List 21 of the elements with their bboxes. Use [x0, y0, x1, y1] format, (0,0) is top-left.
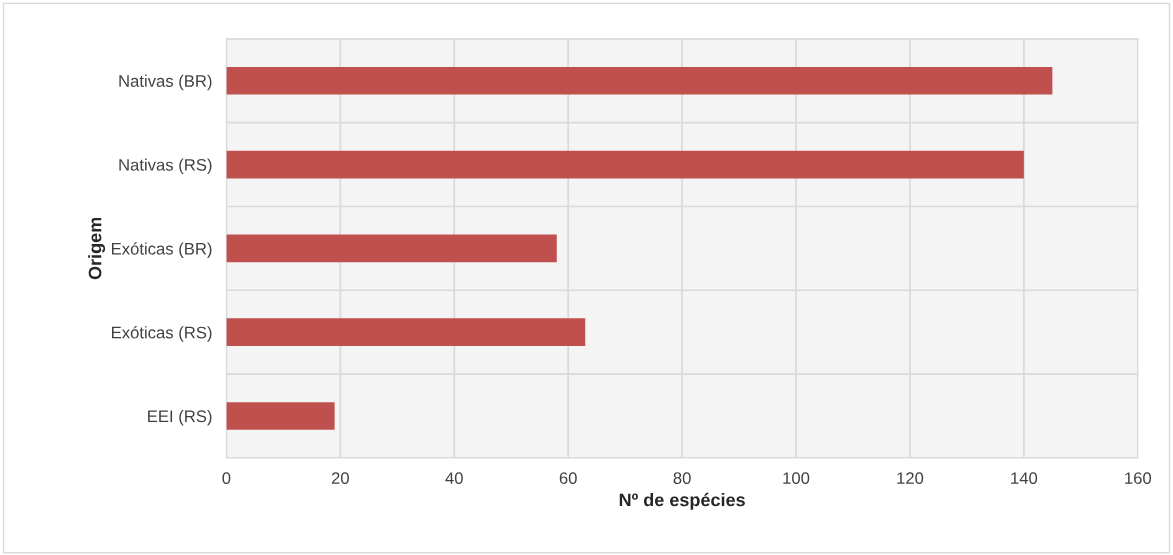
bar — [226, 234, 557, 263]
bar — [226, 150, 1024, 179]
bar — [226, 66, 1053, 95]
x-tick-label: 120 — [897, 472, 924, 485]
y-tick-label: Exóticas (BR) — [112, 242, 212, 258]
x-tick-label: 100 — [783, 472, 810, 485]
y-tick-label: Nativas (BR) — [119, 74, 212, 91]
bar — [226, 402, 335, 430]
y-axis-title: Origem — [88, 217, 106, 280]
y-tick-label: Nativas (RS) — [119, 158, 212, 175]
y-tick-label: Exóticas (RS) — [112, 326, 212, 342]
bar — [226, 318, 586, 346]
x-tick-label: 80 — [673, 472, 691, 485]
x-tick-label: 20 — [331, 472, 349, 485]
x-tick-label: 140 — [1011, 472, 1038, 485]
x-tick-label: 160 — [1125, 472, 1152, 485]
x-tick-label: 60 — [559, 472, 577, 485]
x-axis-title: Nº de espécies — [619, 492, 745, 510]
x-tick-label: 40 — [445, 472, 463, 485]
x-tick-label: 0 — [222, 472, 231, 485]
y-tick-label: EEI (RS) — [148, 409, 212, 426]
